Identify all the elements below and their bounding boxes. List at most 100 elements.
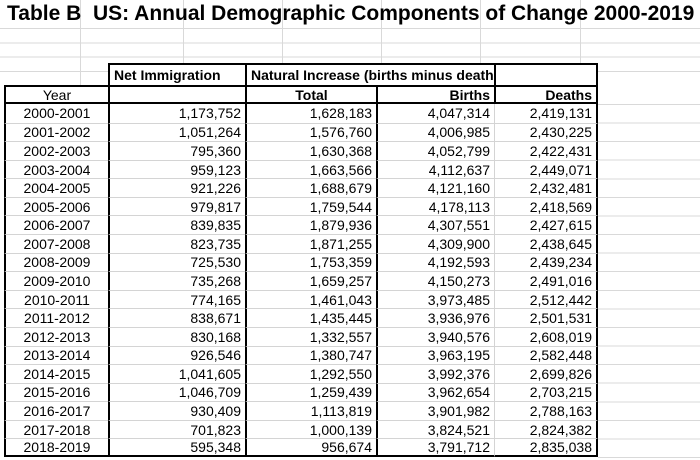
net-immigration-cell: 774,165 [108, 289, 245, 309]
year-cell: 2012-2013 [4, 326, 108, 346]
header-net-immigration-blank [108, 85, 245, 104]
year-cell: 2001-2002 [4, 122, 108, 142]
net-immigration-cell: 926,546 [108, 345, 245, 365]
year-cell: 2003-2004 [4, 159, 108, 179]
total-cell: 1,879,936 [245, 215, 376, 235]
header-net-immigration: Net Immigration [108, 63, 245, 85]
year-cell: 2011-2012 [4, 308, 108, 327]
total-cell: 1,630,368 [245, 141, 376, 160]
births-cell: 4,121,160 [376, 178, 494, 197]
deaths-cell: 2,419,131 [494, 104, 598, 123]
header-total: Total [245, 85, 376, 104]
total-cell: 1,753,359 [245, 252, 376, 272]
births-cell: 3,901,982 [376, 401, 494, 420]
births-cell: 4,307,551 [376, 215, 494, 235]
deaths-cell: 2,501,531 [494, 308, 598, 327]
births-cell: 4,112,637 [376, 159, 494, 179]
total-cell: 1,435,445 [245, 308, 376, 327]
year-cell: 2002-2003 [4, 141, 108, 160]
deaths-cell: 2,824,382 [494, 419, 598, 439]
births-cell: 4,178,113 [376, 196, 494, 216]
page-title: Table B US: Annual Demographic Component… [7, 2, 695, 25]
year-cell: 2007-2008 [4, 234, 108, 253]
year-cell: 2015-2016 [4, 382, 108, 402]
total-cell: 1,461,043 [245, 289, 376, 309]
header-year: Year [4, 85, 108, 104]
deaths-cell: 2,449,071 [494, 159, 598, 179]
births-cell: 3,936,976 [376, 308, 494, 327]
net-immigration-cell: 595,348 [108, 438, 245, 457]
net-immigration-cell: 959,123 [108, 159, 245, 179]
total-cell: 1,259,439 [245, 382, 376, 402]
net-immigration-cell: 735,268 [108, 271, 245, 290]
births-cell: 4,192,593 [376, 252, 494, 272]
net-immigration-cell: 725,530 [108, 252, 245, 272]
births-cell: 3,824,521 [376, 419, 494, 439]
deaths-cell: 2,788,163 [494, 401, 598, 420]
header-blank-corner [4, 63, 108, 85]
births-cell: 3,973,485 [376, 289, 494, 309]
total-cell: 1,871,255 [245, 234, 376, 253]
header-deaths: Deaths [494, 85, 598, 104]
total-cell: 1,292,550 [245, 364, 376, 383]
births-cell: 4,052,799 [376, 141, 494, 160]
births-cell: 3,963,195 [376, 345, 494, 365]
net-immigration-cell: 795,360 [108, 141, 245, 160]
header-deaths-group-blank [494, 63, 598, 85]
deaths-cell: 2,438,645 [494, 234, 598, 253]
deaths-cell: 2,512,442 [494, 289, 598, 309]
total-cell: 1,659,257 [245, 271, 376, 290]
year-cell: 2018-2019 [4, 438, 108, 457]
year-cell: 2008-2009 [4, 252, 108, 272]
year-cell: 2014-2015 [4, 364, 108, 383]
net-immigration-cell: 930,409 [108, 401, 245, 420]
total-cell: 1,576,760 [245, 122, 376, 142]
total-cell: 956,674 [245, 438, 376, 457]
total-cell: 1,000,139 [245, 419, 376, 439]
header-births: Births [376, 85, 494, 104]
deaths-cell: 2,422,431 [494, 141, 598, 160]
net-immigration-cell: 1,051,264 [108, 122, 245, 142]
year-cell: 2000-2001 [4, 104, 108, 123]
net-immigration-cell: 823,735 [108, 234, 245, 253]
births-cell: 4,006,985 [376, 122, 494, 142]
deaths-cell: 2,703,215 [494, 382, 598, 402]
year-cell: 2016-2017 [4, 401, 108, 420]
deaths-cell: 2,427,615 [494, 215, 598, 235]
deaths-cell: 2,699,826 [494, 364, 598, 383]
births-cell: 3,962,654 [376, 382, 494, 402]
deaths-cell: 2,418,569 [494, 196, 598, 216]
table-body: 2000-2001 1,173,752 1,628,183 4,047,314 2,41… [4, 104, 598, 457]
total-cell: 1,380,747 [245, 345, 376, 365]
net-immigration-cell: 1,173,752 [108, 104, 245, 123]
deaths-cell: 2,582,448 [494, 345, 598, 365]
year-cell: 2006-2007 [4, 215, 108, 235]
background-gridlines-rows-right [598, 104, 700, 458]
table-header: Net Immigration Natural Increase (births… [4, 63, 598, 104]
total-cell: 1,113,819 [245, 401, 376, 420]
births-cell: 3,992,376 [376, 364, 494, 383]
total-cell: 1,332,557 [245, 326, 376, 346]
total-cell: 1,759,544 [245, 196, 376, 216]
births-cell: 3,940,576 [376, 326, 494, 346]
deaths-cell: 2,430,225 [494, 122, 598, 142]
deaths-cell: 2,439,234 [494, 252, 598, 272]
total-cell: 1,663,566 [245, 159, 376, 179]
net-immigration-cell: 839,835 [108, 215, 245, 235]
total-cell: 1,628,183 [245, 104, 376, 123]
net-immigration-cell: 830,168 [108, 326, 245, 346]
deaths-cell: 2,835,038 [494, 438, 598, 457]
net-immigration-cell: 838,671 [108, 308, 245, 327]
births-cell: 4,047,314 [376, 104, 494, 123]
deaths-cell: 2,432,481 [494, 178, 598, 197]
births-cell: 3,791,712 [376, 438, 494, 457]
total-cell: 1,688,679 [245, 178, 376, 197]
net-immigration-cell: 979,817 [108, 196, 245, 216]
births-cell: 4,309,900 [376, 234, 494, 253]
births-cell: 4,150,273 [376, 271, 494, 290]
net-immigration-cell: 1,041,605 [108, 364, 245, 383]
year-cell: 2017-2018 [4, 419, 108, 439]
net-immigration-cell: 1,046,709 [108, 382, 245, 402]
header-natural-increase: Natural Increase (births minus deaths) [245, 63, 506, 85]
deaths-cell: 2,608,019 [494, 326, 598, 346]
